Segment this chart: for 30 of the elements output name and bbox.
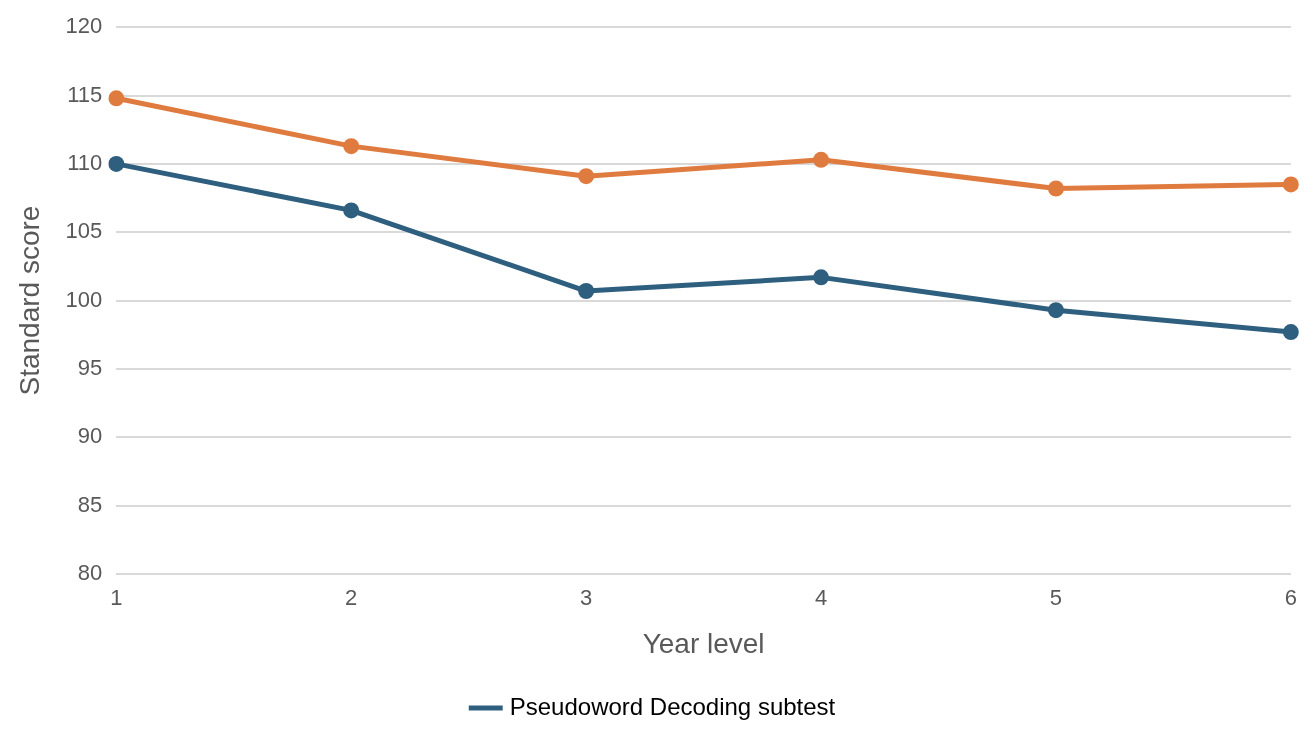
y-tick-label: 110	[67, 149, 103, 175]
point	[343, 202, 360, 219]
point	[108, 155, 125, 172]
point	[1047, 180, 1064, 197]
y-tick-label: 100	[65, 286, 103, 312]
legend-label: Pseudoword Decoding subtest	[509, 692, 836, 720]
y-tick-label: 90	[77, 423, 103, 449]
point	[343, 138, 360, 155]
x-tick-label: 5	[1049, 585, 1063, 611]
point	[813, 269, 830, 286]
y-axis-title: Standard score	[13, 205, 45, 396]
y-tick-label: 120	[65, 13, 103, 39]
y-tick-label: 115	[67, 81, 103, 107]
y-tick-label: 95	[77, 355, 103, 381]
point	[1282, 324, 1299, 341]
point	[813, 151, 830, 168]
y-tick-label: 80	[77, 560, 103, 586]
y-tick-label: 105	[65, 218, 103, 244]
point	[578, 283, 595, 300]
point	[578, 168, 595, 185]
y-tick-label: 85	[77, 491, 103, 517]
point	[108, 90, 125, 107]
x-axis-title: Year level	[642, 627, 765, 659]
x-tick-label: 1	[110, 585, 123, 611]
x-tick-label: 6	[1284, 585, 1298, 611]
x-tick-label: 3	[580, 585, 593, 611]
x-tick-label: 4	[814, 585, 828, 611]
x-tick-label: 2	[345, 585, 358, 611]
point	[1047, 302, 1064, 319]
point	[1282, 176, 1299, 193]
